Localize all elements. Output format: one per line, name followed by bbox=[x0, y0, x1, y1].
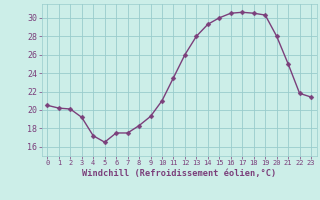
X-axis label: Windchill (Refroidissement éolien,°C): Windchill (Refroidissement éolien,°C) bbox=[82, 169, 276, 178]
